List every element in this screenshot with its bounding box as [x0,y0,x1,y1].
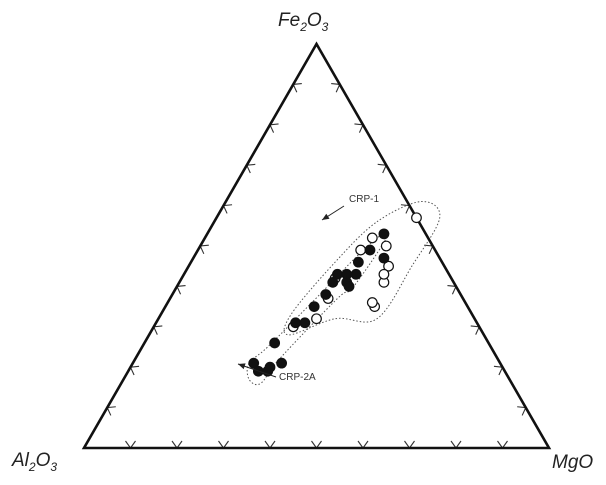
tick-left [292,83,302,93]
vertex-label-top-pre: Fe [278,10,301,31]
point-filled [378,252,390,264]
vertex-label-right-pre: MgO [552,452,594,473]
tick-left [152,325,163,335]
point-filled [290,317,301,329]
vertex-label-left-pre: Al [12,450,29,471]
tick-right [493,365,504,376]
tick-left [129,365,140,376]
vertex-label-left-mid: O [35,450,51,471]
point-open [383,260,394,272]
tick-left [106,406,116,416]
vertex-label-left-sub2: 3 [50,459,58,474]
tick-right [354,123,364,133]
tick-right [517,406,527,416]
vertex-label-left-sub: 2 [28,459,36,474]
annotation-crp-1: CRP-1 [349,194,379,205]
tick-right [331,83,341,93]
annotation-crp-2a: CRP-2A [279,372,316,383]
point-open [355,244,367,256]
point-filled [343,281,355,292]
tick-left [245,163,256,174]
point-open [380,240,392,252]
tick-left [222,204,233,214]
point-filled [264,361,276,373]
point-filled [350,268,362,280]
point-filled [248,357,260,369]
point-filled [308,301,320,313]
tick-right [447,285,457,295]
point-filled [299,317,311,329]
data-points [248,212,422,377]
tick-marks [106,83,527,449]
point-open [366,297,378,308]
vertex-label-top-sub: 2 [300,19,307,34]
point-filled [364,244,376,256]
vertex-label-top-sub2: 3 [321,19,329,34]
point-open [378,268,390,280]
point-filled [320,289,332,300]
tick-left [199,244,209,255]
annotation-arrowhead [238,363,246,370]
annotation-arrowhead [322,213,330,220]
point-filled [276,357,288,369]
field-outlines [246,201,441,386]
annotations: CRP-1 CRP-2A [237,194,379,383]
vertex-label-mgo: MgO [552,452,593,474]
tick-right [377,163,388,174]
vertex-label-al2o3: Al2O3 [12,450,57,474]
vertex-label-top-mid: O [306,10,322,31]
point-open [411,212,422,224]
triangle-frame [81,41,552,450]
outline-crp-1 [283,201,441,336]
tick-left [176,285,186,295]
vertex-label-fe2o3: Fe2O3 [278,10,328,34]
point-filled [327,276,339,288]
tick-right [424,244,434,255]
point-filled [332,268,343,280]
point-filled [352,256,364,268]
tick-right [470,325,481,335]
point-filled [378,228,390,240]
point-filled [269,337,281,349]
point-open [366,232,378,244]
point-open [311,313,322,325]
tick-left [269,123,279,133]
